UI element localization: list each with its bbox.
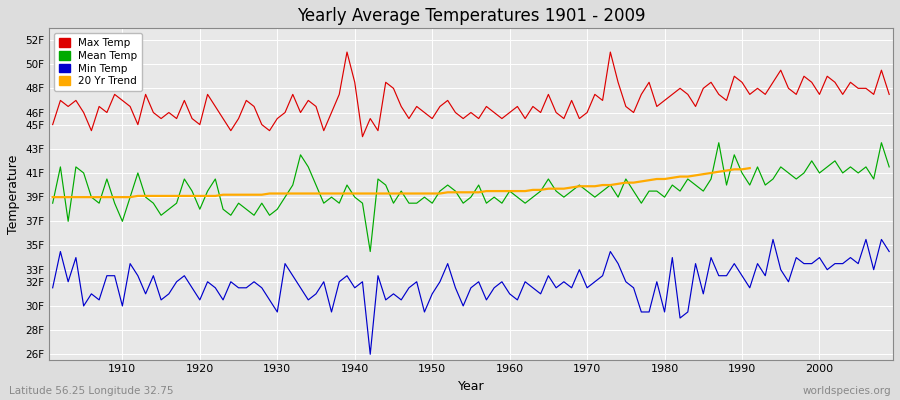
- Text: worldspecies.org: worldspecies.org: [803, 386, 891, 396]
- Y-axis label: Temperature: Temperature: [7, 154, 20, 234]
- X-axis label: Year: Year: [457, 380, 484, 393]
- Title: Yearly Average Temperatures 1901 - 2009: Yearly Average Temperatures 1901 - 2009: [297, 7, 645, 25]
- Legend: Max Temp, Mean Temp, Min Temp, 20 Yr Trend: Max Temp, Mean Temp, Min Temp, 20 Yr Tre…: [54, 33, 142, 91]
- Text: Latitude 56.25 Longitude 32.75: Latitude 56.25 Longitude 32.75: [9, 386, 174, 396]
